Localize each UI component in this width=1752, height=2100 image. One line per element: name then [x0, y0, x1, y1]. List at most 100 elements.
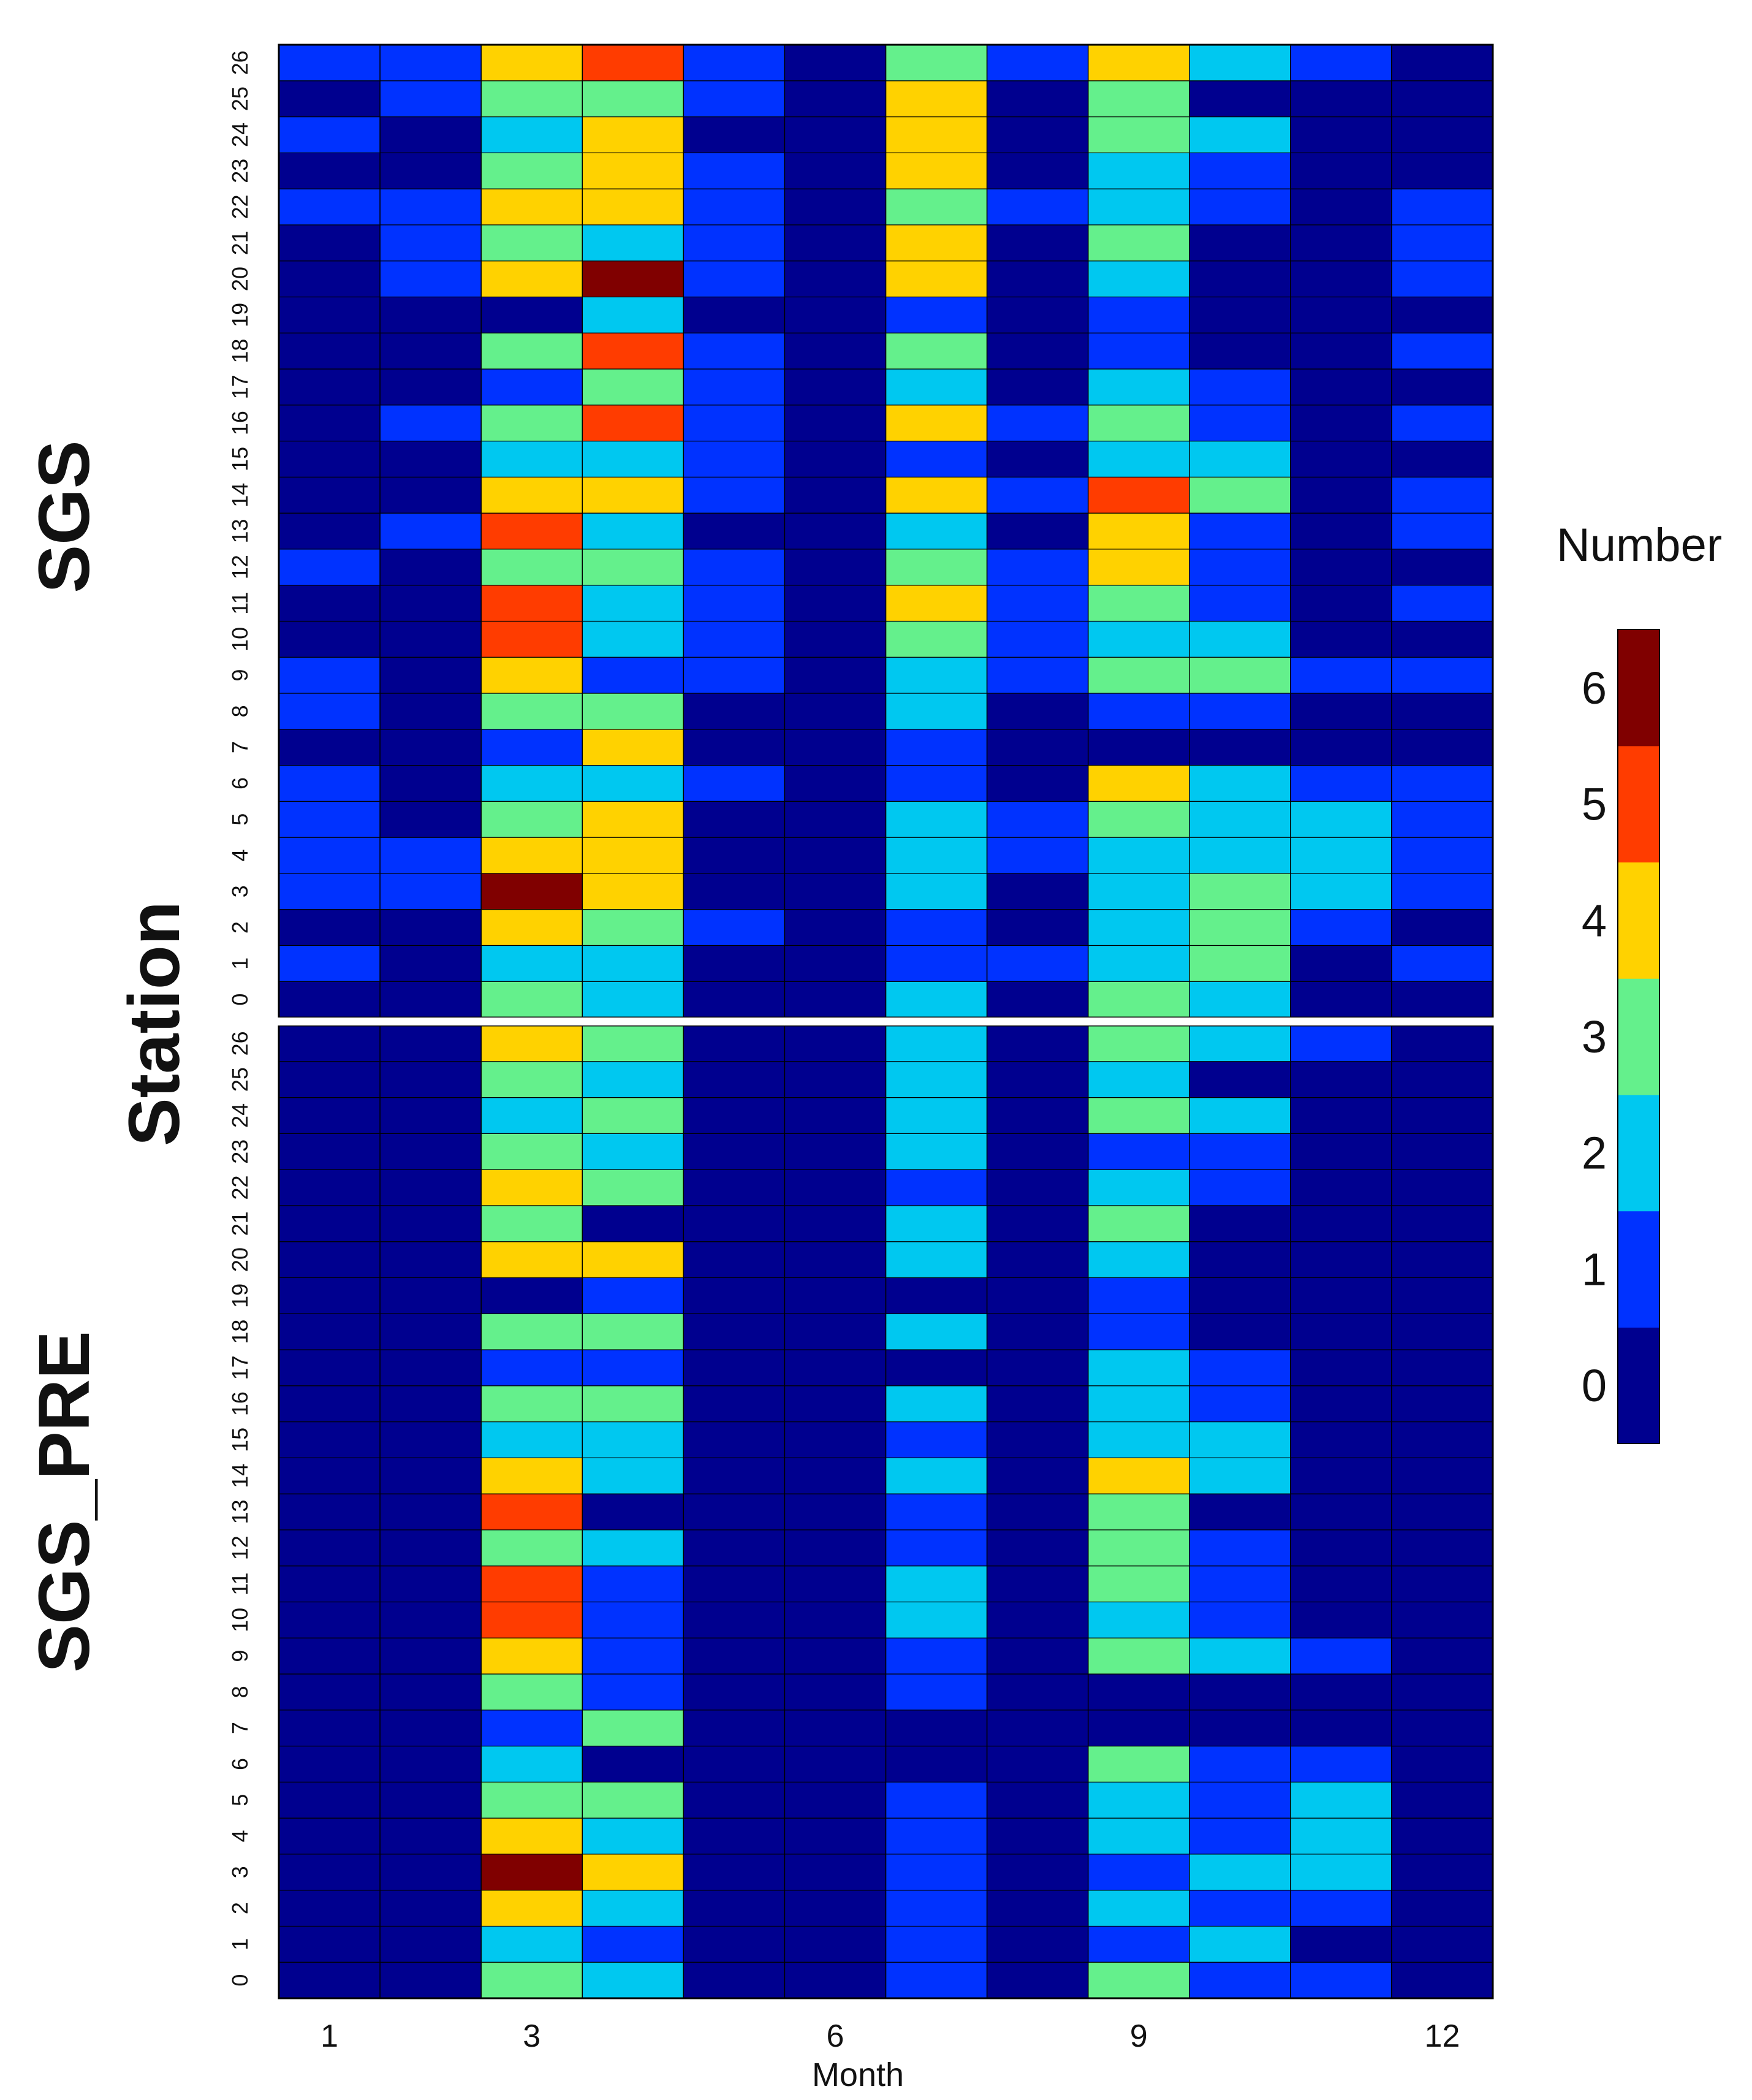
heatmap-cell	[1189, 549, 1291, 586]
heatmap-cell	[986, 1349, 1089, 1387]
heatmap-cell	[582, 1745, 684, 1782]
heatmap-cell	[379, 1890, 482, 1927]
heatmap-cell	[885, 1601, 988, 1638]
heatmap-cell	[885, 945, 988, 982]
heatmap-cell	[885, 873, 988, 910]
heatmap-cell	[582, 1565, 684, 1603]
heatmap-cell	[278, 1601, 381, 1638]
heatmap-cell	[1088, 80, 1190, 118]
heatmap-cell	[480, 549, 583, 586]
heatmap-cell	[784, 1061, 887, 1098]
heatmap-cell	[379, 296, 482, 333]
heatmap-cell	[379, 873, 482, 910]
heatmap-cell	[1088, 405, 1190, 442]
heatmap-cell	[1290, 1601, 1392, 1638]
heatmap-cell	[784, 549, 887, 586]
heatmap-cell	[1189, 801, 1291, 838]
heatmap-cell	[278, 1349, 381, 1387]
heatmap-cell	[986, 1925, 1089, 1963]
station-tick: 1	[227, 1938, 252, 1950]
heatmap-cell	[278, 1745, 381, 1782]
station-tick: 19	[227, 303, 252, 327]
heatmap-cell	[1290, 405, 1392, 442]
heatmap-cell	[1189, 1385, 1291, 1423]
heatmap-cell	[1290, 440, 1392, 477]
heatmap-cell	[582, 44, 684, 82]
heatmap-cell	[379, 1565, 482, 1603]
heatmap-cell	[1290, 693, 1392, 730]
station-tick: 24	[227, 123, 252, 147]
heatmap-cell	[885, 44, 988, 82]
heatmap-cell	[582, 981, 684, 1018]
colorbar-tick: 6	[1582, 663, 1607, 713]
heatmap-cell	[1189, 405, 1291, 442]
heatmap-cell	[885, 1385, 988, 1423]
heatmap-cell	[683, 801, 786, 838]
heatmap-cell	[683, 405, 786, 442]
heatmap-cell	[582, 1277, 684, 1314]
heatmap-cell	[582, 261, 684, 298]
station-tick: 17	[227, 375, 252, 399]
heatmap-cell	[986, 1241, 1089, 1279]
panel-gap	[278, 1018, 1494, 1025]
colorbar	[1617, 629, 1660, 1444]
heatmap-cell	[480, 1745, 583, 1782]
heatmap-cell	[582, 1457, 684, 1494]
heatmap-cell	[1088, 188, 1190, 226]
heatmap-cell	[1391, 909, 1493, 946]
heatmap-cell	[1391, 440, 1493, 477]
heatmap-cell	[1290, 585, 1392, 622]
heatmap-cell	[379, 945, 482, 982]
station-tick: 20	[227, 267, 252, 291]
heatmap-cell	[480, 152, 583, 189]
station-tick: 21	[227, 1211, 252, 1236]
heatmap-cell	[278, 332, 381, 370]
heatmap-cell	[1189, 1241, 1291, 1279]
heatmap-cell	[1088, 549, 1190, 586]
heatmap-cell	[1391, 512, 1493, 550]
heatmap-cell	[1391, 764, 1493, 802]
heatmap-cell	[1391, 693, 1493, 730]
heatmap-cell	[885, 152, 988, 189]
heatmap-cell	[1088, 1565, 1190, 1603]
heatmap-cell	[480, 512, 583, 550]
heatmap-cell	[784, 440, 887, 477]
heatmap-cell	[480, 44, 583, 82]
month-tick: 1	[320, 2018, 338, 2054]
heatmap-cell	[1088, 693, 1190, 730]
heatmap-cell	[480, 585, 583, 622]
heatmap-cell	[683, 1493, 786, 1531]
heatmap-cell	[480, 80, 583, 118]
month-tick-labels: 1 3 6 9 12	[320, 2018, 1460, 2054]
heatmap-cell	[278, 1673, 381, 1711]
heatmap-cell	[1290, 549, 1392, 586]
heatmap-cell	[683, 1565, 786, 1603]
heatmap-cell	[278, 1421, 381, 1458]
heatmap-cell	[1290, 1529, 1392, 1567]
heatmap-cell	[582, 549, 684, 586]
heatmap-cell	[885, 837, 988, 874]
heatmap-cell	[1391, 1601, 1493, 1638]
heatmap-cell	[582, 476, 684, 514]
heatmap-cell	[1088, 261, 1190, 298]
heatmap-cell	[379, 693, 482, 730]
heatmap-cell	[784, 80, 887, 118]
heatmap-cell	[480, 693, 583, 730]
station-tick: 9	[227, 669, 252, 682]
heatmap-cell	[885, 188, 988, 226]
heatmap-cell	[1088, 801, 1190, 838]
heatmap-cell	[582, 729, 684, 766]
heatmap-cell	[986, 656, 1089, 694]
station-tick: 23	[227, 159, 252, 183]
heatmap-cell	[1391, 1529, 1493, 1567]
heatmap-cell	[683, 837, 786, 874]
heatmap-cell	[986, 1457, 1089, 1494]
heatmap-cell	[885, 1854, 988, 1891]
heatmap-cell	[1391, 296, 1493, 333]
heatmap-cell	[1391, 224, 1493, 262]
heatmap-cell	[1189, 1133, 1291, 1170]
heatmap-cell	[784, 1493, 887, 1531]
station-tick: 21	[227, 230, 252, 255]
heatmap-cell	[278, 1457, 381, 1494]
heatmap-cell	[278, 1637, 381, 1675]
